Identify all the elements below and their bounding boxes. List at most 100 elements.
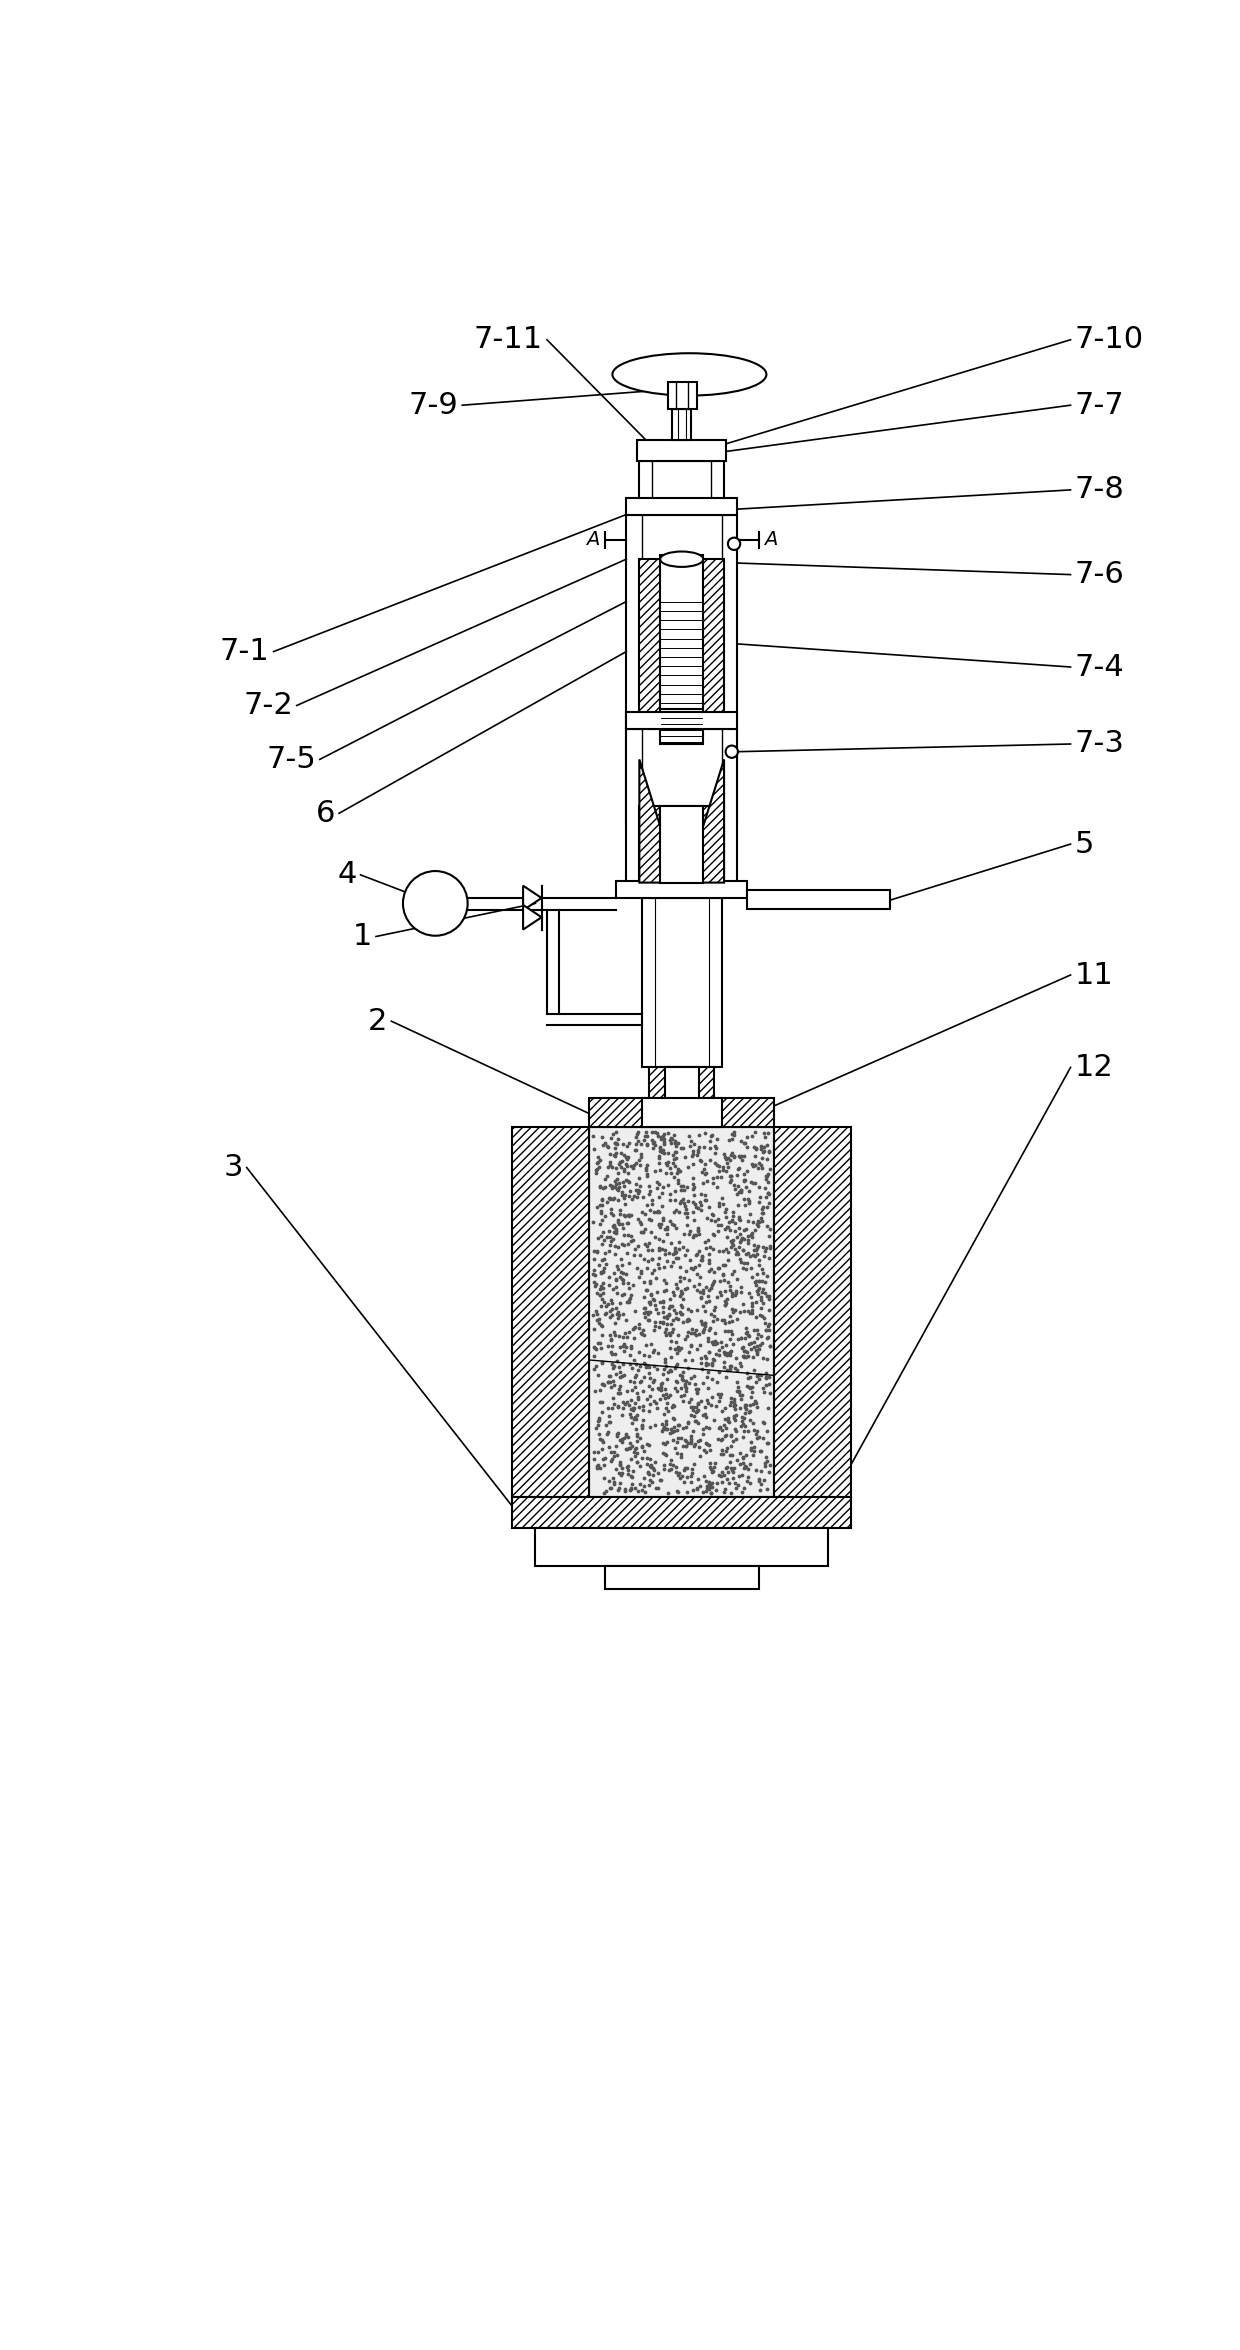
Point: [712, 1394, 732, 1431]
Point: [756, 1354, 776, 1391]
Point: [671, 1168, 691, 1206]
Point: [738, 1337, 758, 1375]
Point: [611, 1135, 631, 1173]
Point: [729, 1445, 749, 1483]
Bar: [512, 1497, 851, 1528]
Point: [647, 1295, 667, 1332]
Point: [702, 1455, 722, 1492]
Bar: [660, 806, 703, 884]
Point: [606, 1260, 626, 1297]
Point: [707, 1147, 727, 1184]
Point: [707, 1325, 727, 1363]
Point: [631, 1126, 651, 1163]
Point: [615, 1184, 635, 1222]
Point: [665, 1229, 684, 1267]
Point: [616, 1417, 636, 1455]
Point: [640, 1377, 660, 1415]
Point: [675, 1194, 694, 1231]
Point: [712, 1180, 732, 1217]
Point: [641, 1241, 661, 1278]
Point: [653, 1304, 673, 1342]
Point: [686, 1217, 706, 1255]
Point: [649, 1194, 668, 1231]
Point: [660, 1330, 680, 1368]
Point: [743, 1384, 763, 1422]
Point: [588, 1434, 608, 1471]
Point: [746, 1415, 766, 1452]
Point: [732, 1347, 751, 1384]
Point: [625, 1384, 645, 1422]
Point: [711, 1323, 730, 1361]
Point: [708, 1464, 728, 1502]
Point: [683, 1147, 703, 1184]
Point: [668, 1316, 688, 1354]
Point: [605, 1123, 625, 1161]
Point: [730, 1243, 750, 1281]
Point: [688, 1370, 708, 1408]
Point: [714, 1262, 734, 1300]
Point: [598, 1363, 618, 1401]
Point: [618, 1448, 637, 1485]
Point: [656, 1405, 676, 1443]
Point: [686, 1248, 706, 1285]
Point: [750, 1130, 770, 1168]
Point: [611, 1457, 631, 1495]
Point: [739, 1316, 759, 1354]
Point: [694, 1292, 714, 1330]
Point: [608, 1250, 627, 1288]
Point: [686, 1389, 706, 1426]
Point: [609, 1295, 629, 1332]
Point: [670, 1229, 689, 1267]
Point: [615, 1469, 635, 1506]
Point: [670, 1257, 689, 1295]
Point: [634, 1459, 653, 1497]
Polygon shape: [686, 759, 724, 884]
Point: [644, 1123, 663, 1161]
Point: [722, 1302, 742, 1339]
Point: [630, 1347, 650, 1384]
Point: [666, 1323, 686, 1361]
Point: [585, 1255, 605, 1293]
Circle shape: [728, 538, 740, 550]
Point: [606, 1415, 626, 1452]
Point: [640, 1264, 660, 1302]
Point: [653, 1450, 673, 1488]
Point: [666, 1264, 686, 1302]
Point: [756, 1443, 776, 1480]
Point: [589, 1304, 609, 1342]
Point: [698, 1344, 718, 1382]
Point: [750, 1316, 770, 1354]
Point: [596, 1473, 616, 1511]
Text: 12: 12: [1074, 1053, 1114, 1081]
Point: [687, 1236, 707, 1274]
Point: [670, 1184, 689, 1222]
Point: [587, 1330, 606, 1368]
Point: [689, 1231, 709, 1269]
Point: [656, 1347, 676, 1384]
Point: [720, 1135, 740, 1173]
Point: [626, 1166, 646, 1203]
Point: [734, 1210, 754, 1248]
Point: [730, 1379, 750, 1417]
Point: [696, 1408, 715, 1445]
Point: [584, 1130, 604, 1168]
Point: [625, 1401, 645, 1438]
Point: [744, 1431, 764, 1469]
Point: [702, 1361, 722, 1398]
Point: [734, 1292, 754, 1330]
Point: [677, 1448, 697, 1485]
Point: [609, 1370, 629, 1408]
Point: [749, 1241, 769, 1278]
Point: [584, 1434, 604, 1471]
Point: [684, 1201, 704, 1238]
Point: [742, 1424, 761, 1462]
Point: [606, 1123, 626, 1161]
Point: [667, 1471, 687, 1509]
Point: [697, 1339, 717, 1377]
Point: [693, 1307, 713, 1344]
Point: [687, 1290, 707, 1328]
Point: [673, 1354, 693, 1391]
Point: [646, 1260, 666, 1297]
Point: [608, 1201, 627, 1238]
Point: [601, 1328, 621, 1365]
